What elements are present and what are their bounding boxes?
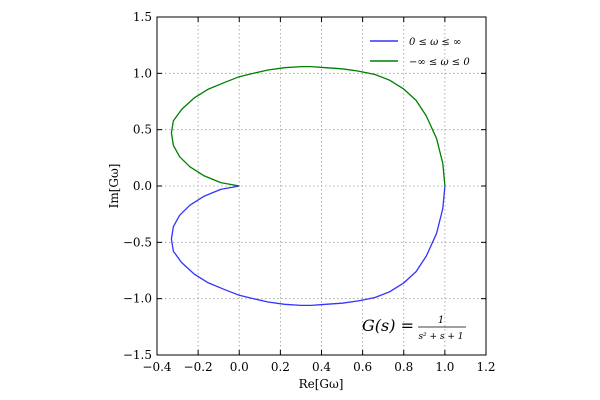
y-tick-label: 1.5 [133, 10, 152, 24]
x-tick-label: 0.4 [312, 360, 331, 374]
y-tick-label: −1.0 [123, 292, 152, 306]
legend: 0 ≤ ω ≤ ∞ −∞ ≤ ω ≤ 0 [370, 37, 470, 68]
y-tick-label: −0.5 [123, 235, 152, 249]
legend-label-series-1: 0 ≤ ω ≤ ∞ [409, 37, 461, 48]
annotation-numerator: 1 [438, 315, 444, 326]
y-tick-label: 0.0 [133, 179, 152, 193]
y-tick-label: 0.5 [133, 123, 152, 137]
x-tick-label: 1.0 [435, 360, 454, 374]
series-lines [170, 65, 446, 307]
x-tick-label: −0.2 [184, 360, 213, 374]
x-tick-label: 0.8 [394, 360, 413, 374]
series-line-2 [170, 65, 446, 187]
series-line-1 [170, 185, 446, 307]
x-tick-label: −0.4 [142, 360, 172, 374]
x-axis-label: Re[Gω] [299, 377, 344, 391]
annotation-denominator: s² + s + 1 [418, 332, 463, 342]
y-axis-label: Im[Gω] [107, 164, 121, 209]
x-tick-label: 0.6 [353, 360, 372, 374]
legend-label-series-2: −∞ ≤ ω ≤ 0 [409, 57, 470, 68]
y-tick-label: −1.5 [123, 348, 152, 362]
x-tick-label: 0.2 [271, 360, 290, 374]
transfer-function-annotation: G(s) = 1 s² + s + 1 [362, 315, 466, 342]
annotation-lhs: G(s) = [362, 316, 414, 335]
x-tick-label: 1.2 [476, 360, 495, 374]
y-tick-label: 1.0 [133, 66, 152, 80]
x-tick-label: 0.0 [230, 360, 249, 374]
axis-ticks: −0.4 −0.2 0.0 0.2 0.4 0.6 0.8 1.0 1.2 1.5 1.0 0.5 0.… [123, 10, 496, 374]
